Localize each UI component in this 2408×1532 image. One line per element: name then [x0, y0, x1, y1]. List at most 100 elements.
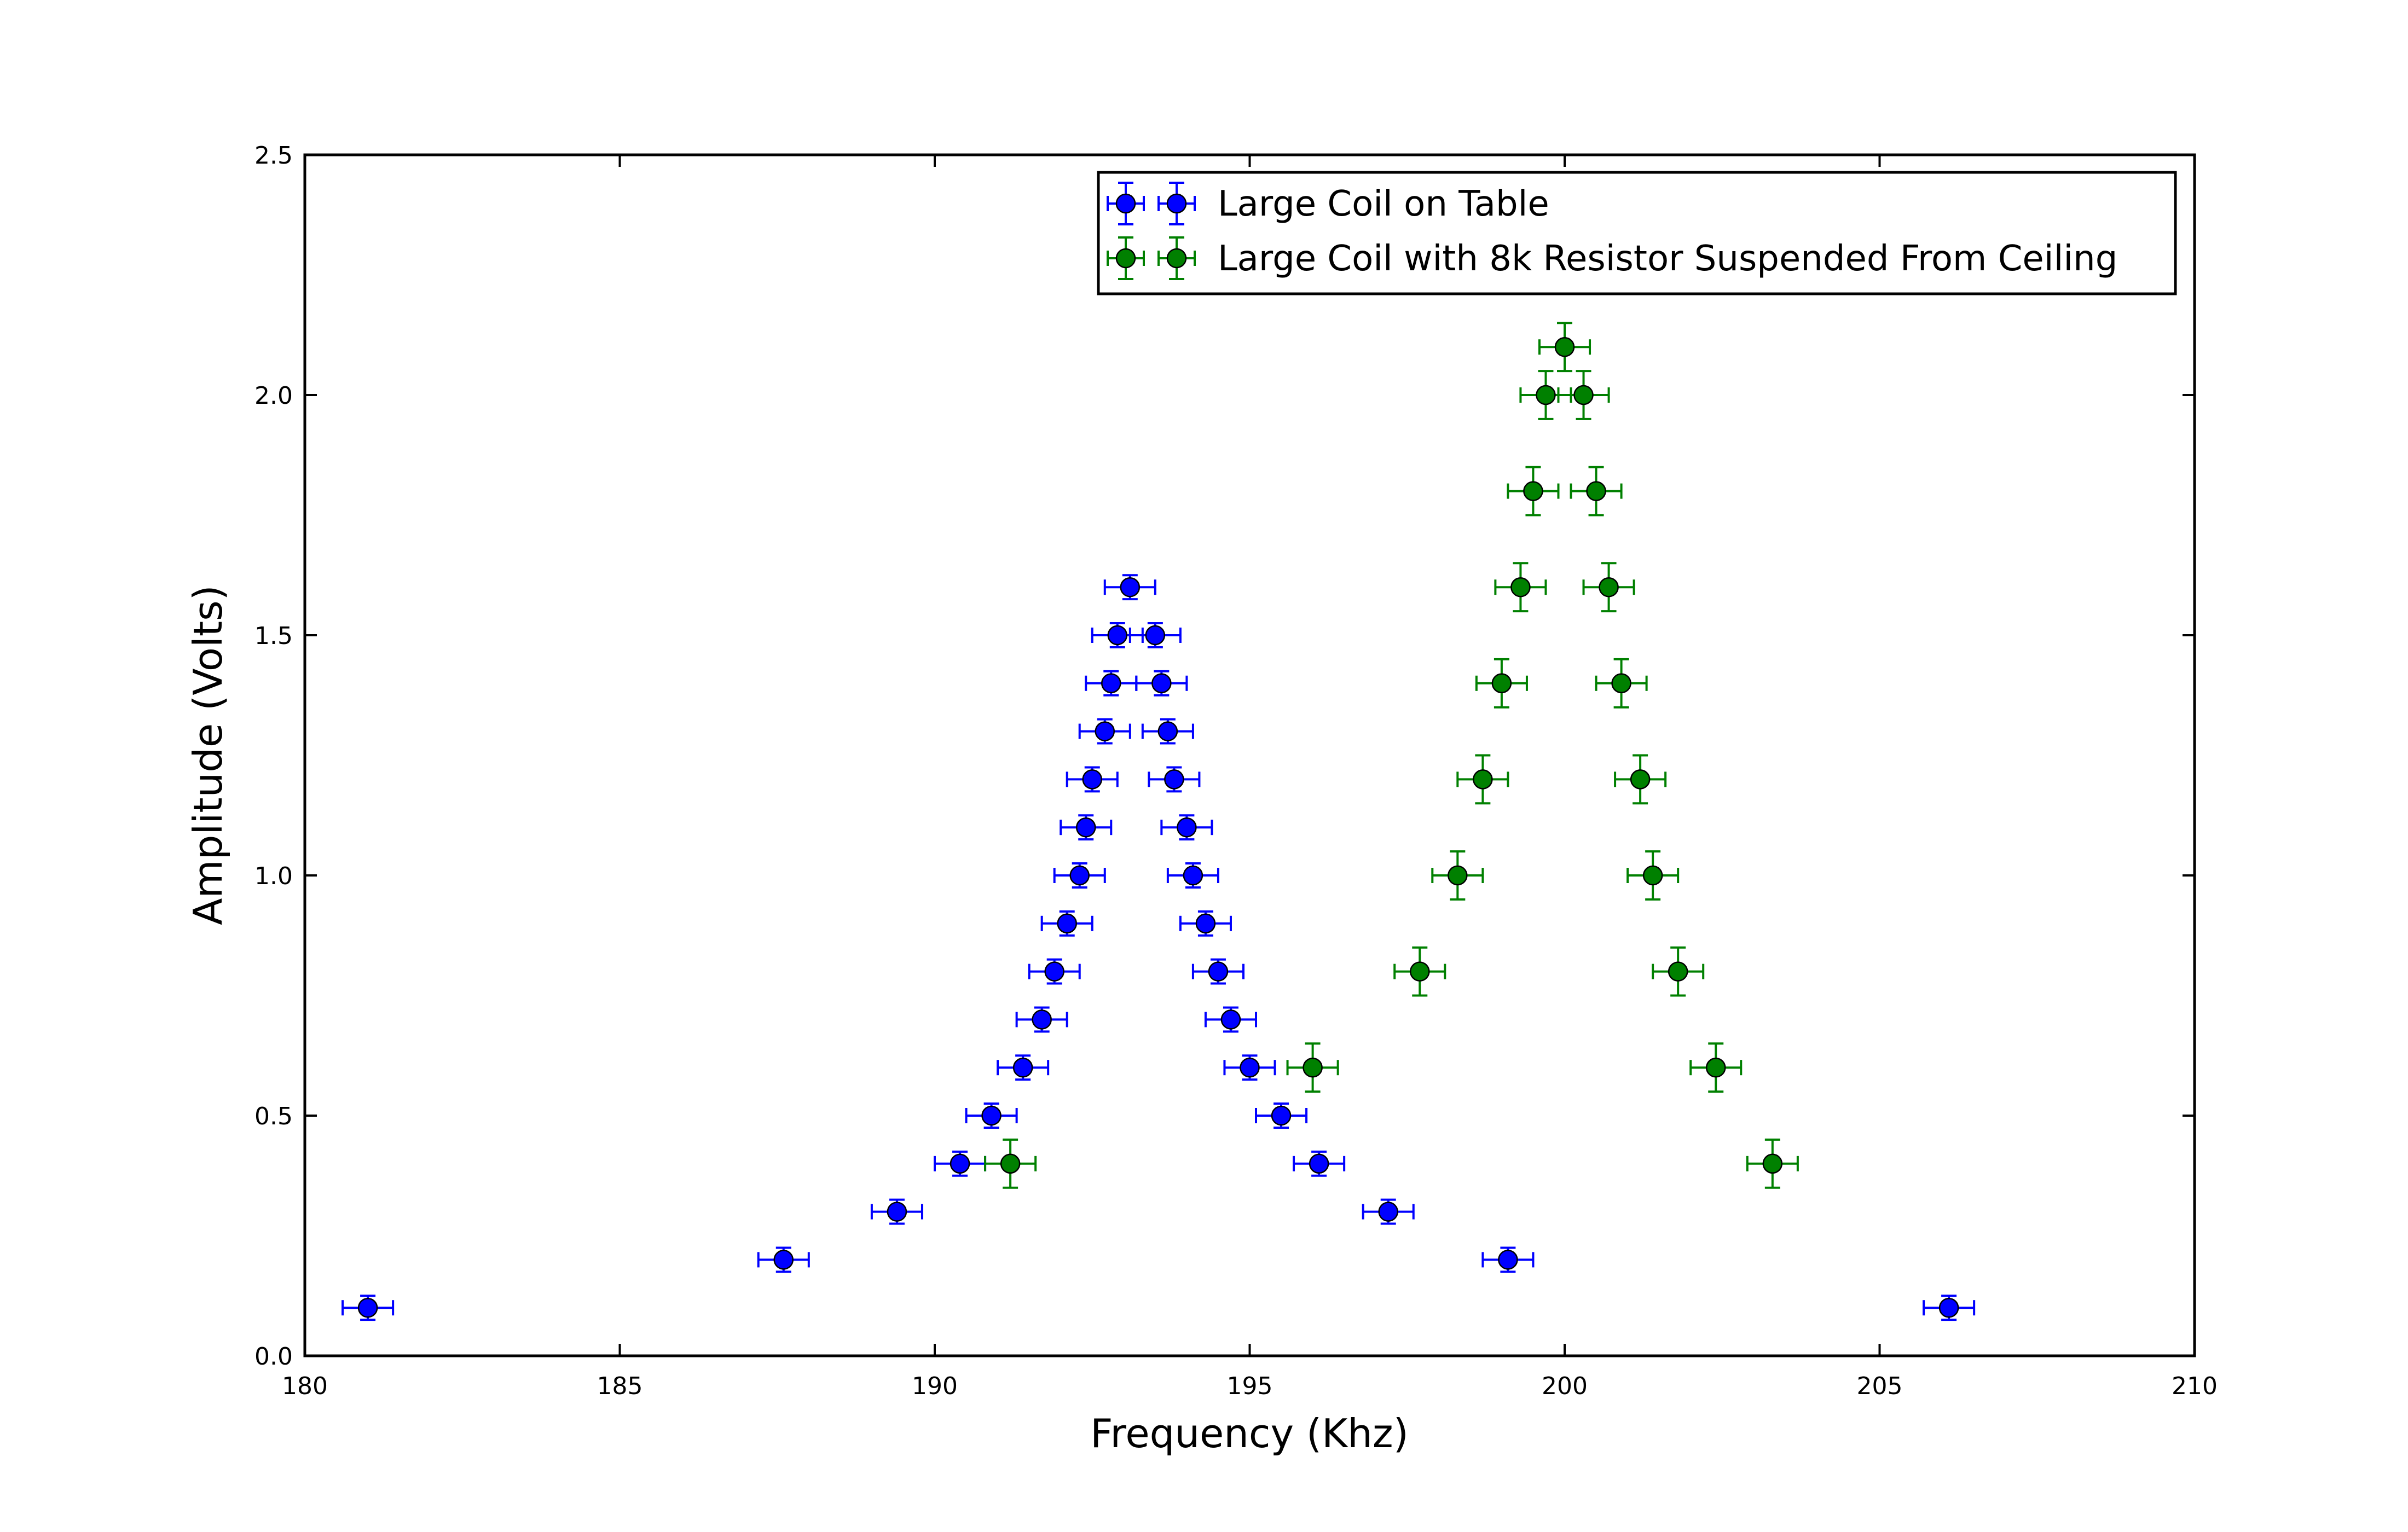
data-point [1538, 322, 1591, 373]
data-point [1362, 1198, 1415, 1225]
data-point-marker [1271, 1105, 1292, 1126]
data-point-marker [1220, 1009, 1241, 1030]
legend-marker-series-0 [1157, 182, 1196, 225]
data-point [1689, 1042, 1743, 1093]
data-point-marker [1115, 248, 1136, 269]
data-point-marker [1000, 1153, 1021, 1174]
data-point [934, 1150, 987, 1177]
data-point [1078, 718, 1131, 745]
data-point-marker [1157, 721, 1178, 741]
data-point [1179, 910, 1232, 937]
data-point-marker [1448, 865, 1468, 886]
x-tick-label: 185 [597, 1372, 643, 1400]
data-point-marker [1075, 817, 1096, 838]
data-point [1040, 910, 1093, 937]
legend-frame [1097, 171, 2177, 295]
plot-content [341, 322, 1976, 1321]
y-tick-label: 2.5 [254, 142, 293, 170]
y-tick-label: 0.0 [254, 1343, 293, 1371]
data-point [1103, 574, 1156, 601]
data-point [1166, 862, 1219, 889]
data-point-marker [1536, 385, 1556, 405]
data-point [1066, 766, 1119, 793]
data-point-marker [1166, 193, 1187, 214]
data-point-marker [1668, 961, 1688, 982]
data-point [1507, 466, 1560, 517]
data-point [984, 1138, 1037, 1189]
data-point-marker [1166, 248, 1187, 269]
data-point-marker [773, 1250, 794, 1270]
legend-marker-series-0 [1107, 182, 1145, 225]
data-point-marker [1599, 577, 1619, 597]
data-point [1015, 1006, 1068, 1033]
data-point [1475, 658, 1528, 709]
data-point-marker [1069, 865, 1090, 886]
data-point-marker [1611, 673, 1631, 694]
data-point-marker [1095, 721, 1115, 741]
data-point-marker [1057, 913, 1077, 934]
data-point-marker [1240, 1057, 1260, 1078]
x-tick-label: 190 [912, 1372, 958, 1400]
data-point-marker [1473, 769, 1493, 790]
data-point [1286, 1042, 1339, 1093]
data-point-marker [1183, 865, 1203, 886]
data-point-marker [1101, 673, 1121, 694]
series-1 [984, 322, 1799, 1189]
x-axis-label: Frequency (Khz) [1090, 1411, 1409, 1456]
data-point-marker [1510, 577, 1531, 597]
data-point [1923, 1295, 1976, 1321]
data-point-marker [1378, 1202, 1398, 1222]
data-point-marker [1309, 1153, 1329, 1174]
data-point-marker [1164, 769, 1184, 790]
data-point [1557, 370, 1610, 420]
data-point-marker [1107, 625, 1128, 646]
data-point [1746, 1138, 1799, 1189]
data-point-marker [357, 1297, 378, 1318]
data-point-marker [1145, 625, 1166, 646]
data-point [1582, 562, 1635, 613]
x-tick-label: 195 [1227, 1372, 1273, 1400]
data-point-marker [1032, 1009, 1052, 1030]
data-point [1053, 862, 1106, 889]
data-point [1456, 754, 1509, 805]
x-tick-label: 180 [282, 1372, 328, 1400]
y-tick-label: 0.5 [254, 1102, 293, 1130]
data-point-marker [1938, 1297, 1959, 1318]
data-point-marker [1762, 1153, 1783, 1174]
data-point [1148, 766, 1201, 793]
axis-ticks: 180 185 190 195 200 205 210 0.0 0.5 1.0 1.5 2.0 2.5 [254, 142, 2218, 1400]
data-point [1570, 466, 1623, 517]
data-point [1393, 946, 1446, 997]
data-point [1614, 754, 1667, 805]
x-tick-label: 205 [1857, 1372, 1903, 1400]
data-point-marker [1044, 961, 1064, 982]
data-point-marker [1498, 1250, 1518, 1270]
data-point [965, 1102, 1018, 1129]
data-point-marker [887, 1202, 907, 1222]
data-point-marker [1491, 673, 1512, 694]
data-point [870, 1198, 923, 1225]
data-point-marker [1586, 481, 1606, 501]
data-point-marker [1705, 1057, 1726, 1078]
data-point-marker [1195, 913, 1216, 934]
series-0 [341, 574, 1976, 1321]
legend-label-large-coil-on-table: Large Coil on Table [1218, 184, 1549, 224]
data-point-marker [1012, 1057, 1033, 1078]
data-point [1135, 670, 1188, 697]
data-point [757, 1246, 810, 1273]
data-point-marker [1151, 673, 1172, 694]
data-point [1652, 946, 1705, 997]
data-point-marker [1573, 385, 1594, 405]
data-point [1494, 562, 1547, 613]
data-point [1128, 622, 1182, 648]
x-tick-label: 200 [1542, 1372, 1588, 1400]
data-point [1060, 814, 1113, 841]
data-point [1223, 1054, 1276, 1081]
data-point [1481, 1246, 1535, 1273]
data-point [1431, 850, 1484, 901]
data-point [1255, 1102, 1308, 1129]
data-point [1141, 718, 1194, 745]
data-point [1028, 958, 1081, 985]
